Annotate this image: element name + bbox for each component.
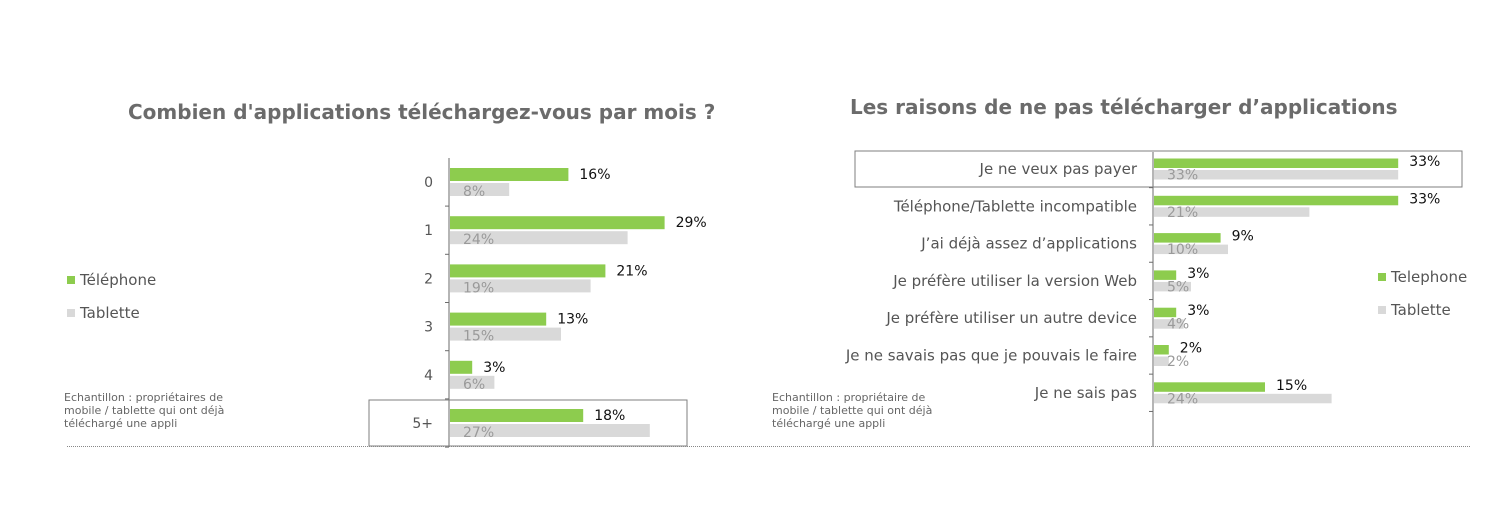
left-chart-title: Combien d'applications téléchargez-vous … bbox=[128, 100, 716, 124]
data-label-tablet: 15% bbox=[463, 329, 494, 345]
note-line: mobile / tablette qui ont déjà bbox=[772, 404, 933, 417]
data-label-tablet: 19% bbox=[463, 280, 494, 296]
category-label: 1 bbox=[424, 223, 433, 239]
bar-telephone bbox=[450, 360, 473, 374]
bar-telephone bbox=[450, 264, 606, 278]
bar-tablet bbox=[1154, 207, 1310, 217]
bar-telephone bbox=[1154, 158, 1399, 168]
data-label-tablet: 27% bbox=[463, 425, 494, 441]
data-label-telephone: 29% bbox=[676, 215, 707, 231]
bar-telephone bbox=[1154, 233, 1221, 243]
bar-tablet bbox=[450, 375, 495, 389]
note-line: Echantillon : propriétaires de bbox=[64, 391, 224, 404]
bar-tablet bbox=[1154, 319, 1184, 329]
data-label-telephone: 13% bbox=[557, 312, 588, 328]
bar-telephone bbox=[1154, 195, 1399, 206]
data-label-tablet: 6% bbox=[463, 377, 485, 393]
bar-tablet bbox=[450, 424, 650, 437]
category-label: 4 bbox=[424, 368, 433, 384]
bar-tablet bbox=[1154, 170, 1399, 180]
legend-label: Tablette bbox=[1391, 301, 1451, 319]
note-line: téléchargé une appli bbox=[64, 417, 178, 430]
data-label-telephone: 15% bbox=[1276, 378, 1307, 394]
category-label: 5+ bbox=[412, 416, 433, 432]
data-label-telephone: 18% bbox=[594, 408, 625, 424]
data-label-telephone: 33% bbox=[1409, 154, 1440, 170]
bar-telephone bbox=[1154, 270, 1177, 280]
category-label: Je ne savais pas que je pouvais le faire bbox=[845, 347, 1137, 365]
legend-label: Telephone bbox=[1391, 268, 1468, 286]
data-label-telephone: 3% bbox=[1187, 303, 1209, 319]
legend-label: Tablette bbox=[80, 304, 140, 322]
data-label-tablet: 8% bbox=[463, 184, 485, 200]
data-label-telephone: 33% bbox=[1409, 191, 1440, 207]
bar-telephone bbox=[450, 312, 547, 326]
bar-tablet bbox=[450, 231, 628, 245]
bar-tablet bbox=[1154, 244, 1228, 255]
data-label-tablet: 24% bbox=[1167, 391, 1198, 407]
category-label: Je ne veux pas payer bbox=[979, 160, 1138, 178]
bar-tablet bbox=[450, 183, 510, 196]
bar-telephone bbox=[450, 409, 584, 422]
data-label-telephone: 16% bbox=[579, 167, 610, 183]
data-label-tablet: 33% bbox=[1167, 168, 1198, 184]
legend-swatch-telephone-icon bbox=[67, 276, 75, 284]
category-label: 3 bbox=[424, 320, 433, 336]
legend-label: Téléphone bbox=[80, 271, 157, 289]
legend-tablet-right: Tablette bbox=[1378, 301, 1451, 319]
left-sample-note: Echantillon : propriétaires de mobile / … bbox=[64, 391, 224, 430]
bar-tablet bbox=[1154, 281, 1191, 292]
category-label: Je préfère utiliser un autre device bbox=[885, 309, 1137, 327]
bar-tablet bbox=[1154, 393, 1332, 404]
data-label-tablet: 2% bbox=[1167, 354, 1189, 370]
data-label-telephone: 9% bbox=[1232, 229, 1254, 245]
data-label-tablet: 21% bbox=[1167, 205, 1198, 221]
note-line: téléchargé une appli bbox=[772, 417, 886, 430]
category-label: 2 bbox=[424, 271, 433, 287]
highlight-box bbox=[854, 150, 1463, 188]
data-label-telephone: 3% bbox=[1187, 266, 1209, 282]
note-line: mobile / tablette qui ont déjà bbox=[64, 404, 225, 417]
data-label-telephone: 2% bbox=[1180, 341, 1202, 357]
bar-tablet bbox=[450, 279, 591, 293]
legend-telephone-right: Telephone bbox=[1378, 268, 1467, 286]
legend-swatch-telephone-icon bbox=[1378, 273, 1386, 281]
category-label: Je préfère utiliser la version Web bbox=[892, 272, 1137, 290]
bar-telephone bbox=[450, 216, 665, 230]
right-chart-title: Les raisons de ne pas télécharger d’appl… bbox=[850, 95, 1398, 119]
data-label-telephone: 21% bbox=[616, 263, 647, 279]
category-label: J’ai déjà assez d’applications bbox=[920, 235, 1137, 253]
data-label-telephone: 3% bbox=[483, 360, 505, 376]
note-line: Echantillon : propriétaire de bbox=[772, 391, 926, 404]
bar-telephone bbox=[450, 168, 569, 181]
dotted-divider bbox=[67, 446, 1470, 447]
category-label: 0 bbox=[424, 175, 433, 191]
bar-tablet bbox=[1154, 356, 1169, 366]
category-label: Téléphone/Tablette incompatible bbox=[893, 197, 1137, 215]
bar-telephone bbox=[1154, 382, 1265, 392]
data-label-tablet: 10% bbox=[1167, 242, 1198, 258]
bar-telephone bbox=[1154, 345, 1169, 355]
legend-swatch-tablet-icon bbox=[1378, 306, 1386, 314]
data-label-tablet: 24% bbox=[463, 232, 494, 248]
bar-tablet bbox=[450, 327, 561, 341]
category-label: Je ne sais pas bbox=[1034, 384, 1137, 402]
legend-telephone-left: Téléphone bbox=[67, 271, 156, 289]
bar-telephone bbox=[1154, 307, 1177, 318]
data-label-tablet: 4% bbox=[1167, 317, 1189, 333]
legend-tablet-left: Tablette bbox=[67, 304, 140, 322]
data-label-tablet: 5% bbox=[1167, 279, 1189, 295]
legend-swatch-tablet-icon bbox=[67, 309, 75, 317]
right-sample-note: Echantillon : propriétaire de mobile / t… bbox=[772, 391, 932, 430]
